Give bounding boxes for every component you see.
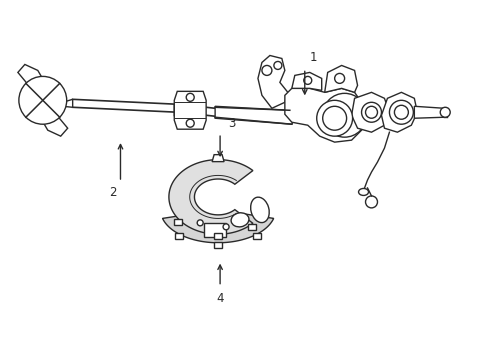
Circle shape <box>323 106 346 130</box>
Polygon shape <box>174 104 178 116</box>
Circle shape <box>262 66 272 75</box>
Polygon shape <box>18 64 45 90</box>
Circle shape <box>366 196 377 208</box>
Polygon shape <box>415 106 447 118</box>
Circle shape <box>440 107 450 117</box>
Polygon shape <box>247 224 256 230</box>
Text: 2: 2 <box>109 186 116 199</box>
Text: 1: 1 <box>310 51 317 64</box>
Circle shape <box>19 76 67 124</box>
Ellipse shape <box>231 213 249 227</box>
Polygon shape <box>163 213 274 243</box>
Circle shape <box>362 102 382 122</box>
Circle shape <box>186 93 194 101</box>
Polygon shape <box>169 159 253 234</box>
Circle shape <box>304 76 312 84</box>
Polygon shape <box>63 99 73 107</box>
Polygon shape <box>285 88 368 142</box>
Polygon shape <box>214 233 222 239</box>
Circle shape <box>323 93 367 137</box>
Polygon shape <box>215 106 295 124</box>
Circle shape <box>394 105 408 119</box>
Text: 4: 4 <box>217 292 224 305</box>
Circle shape <box>390 100 414 124</box>
Polygon shape <box>174 219 182 225</box>
Polygon shape <box>292 72 322 90</box>
Polygon shape <box>214 242 222 248</box>
Circle shape <box>317 100 353 136</box>
Polygon shape <box>352 92 390 132</box>
Polygon shape <box>212 155 224 162</box>
Polygon shape <box>258 55 288 108</box>
Circle shape <box>186 119 194 127</box>
Polygon shape <box>175 233 183 239</box>
Polygon shape <box>253 233 261 239</box>
Circle shape <box>335 73 344 84</box>
Polygon shape <box>174 91 206 129</box>
Text: 3: 3 <box>228 117 235 130</box>
Circle shape <box>223 224 229 230</box>
Circle shape <box>197 220 203 226</box>
Circle shape <box>274 62 282 69</box>
Polygon shape <box>325 66 358 92</box>
Circle shape <box>366 106 377 118</box>
Polygon shape <box>41 110 68 136</box>
Ellipse shape <box>251 197 269 222</box>
Polygon shape <box>382 92 417 132</box>
Polygon shape <box>204 223 226 237</box>
Ellipse shape <box>359 189 368 195</box>
